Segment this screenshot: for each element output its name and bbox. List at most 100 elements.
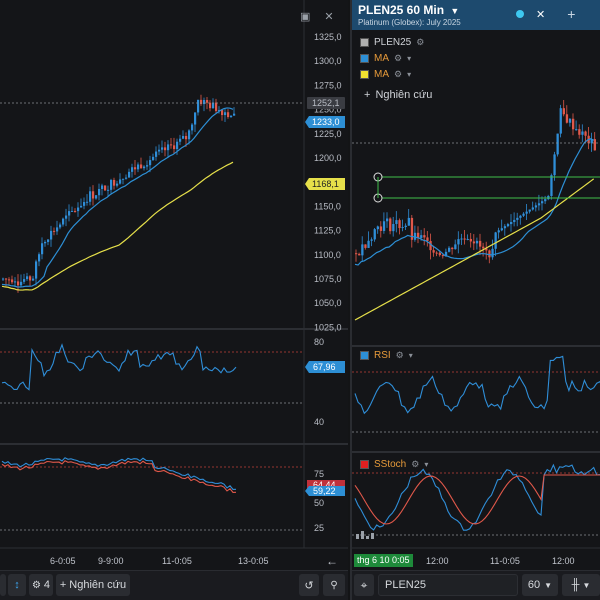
left-candle-body [206,100,209,103]
chart-title[interactable]: PLEN25 60 Min ▼ [358,3,459,17]
cursor-time-label: thg 6 10 0:05 [354,554,413,567]
right-candle-body [429,240,432,251]
reset-button[interactable]: ↺ [299,574,319,596]
right-candle-body [463,238,466,240]
stoch-swatch [360,459,369,469]
stoch-legend[interactable]: SStoch ⚙ ▾ [360,457,428,471]
legend-item-ma-slow[interactable]: MA ⚙ ▾ [360,67,411,81]
right-candle-body [506,224,510,227]
close-icon[interactable]: ✕ [536,8,546,21]
symbol-field[interactable]: PLEN25 [378,574,518,596]
horizontal-line-drawing-2[interactable] [373,193,600,203]
chevron-down-icon[interactable]: ▾ [424,459,429,469]
right-time-label-3: 12:00 [552,556,575,566]
left-candle-body [182,136,185,139]
chevron-down-icon[interactable]: ▾ [407,53,412,63]
legend-swatch-plen25 [360,37,369,47]
right-candle-body [565,114,569,123]
left-candle-body [137,164,140,170]
right-chart-pane: 12:00 11-0:05 12:00 thg 6 10 0:05 PLEN25… [350,0,600,600]
right-candle-body [485,248,488,251]
right-candle-body [355,253,358,255]
right-candle-body [444,251,448,256]
right-candle-body [590,139,593,144]
research-button[interactable]: + Nghiên cứu [56,574,130,596]
vertical-arrows-icon: ↕ [14,579,20,591]
left-candle-body [26,276,29,280]
vertical-scale-button[interactable]: ↕ [8,574,26,596]
left-stoch-k-tag: 64,44 [307,480,345,490]
legend-item-plen25[interactable]: PLEN25 ⚙ [360,35,424,49]
left-chart-plot[interactable]: 1325,01300,01275,01250,01225,01200,01175… [0,0,348,568]
right-candle-body [395,220,398,225]
right-candle-body [420,235,423,238]
left-edge-button[interactable] [0,574,6,596]
left-candle-body [146,165,149,167]
close-icon[interactable]: ✕ [324,11,334,23]
left-stoch-k-text: 64,44 [313,480,336,490]
gear-icon[interactable]: ⚙ [411,458,420,469]
plus-icon: + [364,89,371,101]
left-candle-body [188,130,191,140]
left-candle-body [164,147,167,151]
left-candle-body [152,156,155,161]
link-dot-icon[interactable] [516,10,524,18]
right-candle-body [562,108,565,115]
right-time-label-2: 11-0:05 [490,556,520,566]
left-candle-body [50,230,53,240]
rsi-swatch [360,350,369,360]
chevron-down-icon[interactable]: ▾ [407,69,412,79]
restore-icon[interactable]: ▣ [300,11,311,23]
right-title-bar[interactable]: PLEN25 60 Min ▼ Platinum (Globex): July … [352,0,600,30]
right-candle-body [556,133,559,155]
right-research-button[interactable]: + Nghiên cứu [364,88,432,102]
left-candle-body [185,136,188,140]
left-rsi-value-text: 67,96 [313,362,336,372]
left-stoch-d-line [1,460,237,493]
left-candle-body [80,205,83,208]
horizontal-line-drawing-1[interactable] [373,172,600,182]
left-candle-body [221,110,224,116]
indicators-button[interactable]: ⚙ 4 [29,574,53,596]
gear-icon[interactable]: ⚙ [394,52,403,63]
right-candle-body [438,252,441,256]
right-candle-body [500,228,503,231]
left-rsi-tick-40: 40 [314,417,324,427]
left-scroll-back-arrow[interactable]: ← [326,554,338,568]
chart-type-select[interactable]: ╫ ▼ [562,574,600,596]
interval-value: 60 [527,579,541,591]
left-price-tick: 1075,0 [314,274,342,284]
left-candle-body [83,202,86,206]
chart-thumbnail-icon[interactable] [356,531,374,539]
left-date-label-4: 13-0:05 [238,556,269,566]
add-chart-icon[interactable]: + [567,6,576,22]
right-candle-body [386,218,389,222]
left-candle-body [17,281,20,286]
right-candle-body [389,218,392,232]
left-candle-body [128,171,131,178]
left-ma-fast-tag: 1233,0 [305,116,345,128]
left-candle-body [44,241,47,244]
right-candle-body [401,227,404,229]
symbol-value: PLEN25 [385,579,426,591]
crosshair-button[interactable]: ⌖ [354,574,374,596]
gear-icon[interactable]: ⚙ [416,36,425,47]
left-chart-svg[interactable]: 1325,01300,01275,01250,01225,01200,01175… [0,0,348,568]
left-price-tick: 1300,0 [314,56,342,66]
legend-item-ma-fast[interactable]: MA ⚙ ▾ [360,51,411,65]
right-candle-body [488,250,491,258]
chevron-down-icon[interactable]: ▾ [408,350,413,360]
right-candle-body [522,213,525,216]
rsi-legend[interactable]: RSI ⚙ ▾ [360,348,413,362]
right-candle-body [392,224,395,232]
left-candle-body [98,189,101,196]
left-candle-body [89,191,92,202]
gear-icon[interactable]: ⚙ [394,68,403,79]
zoom-button[interactable]: ⚲ [323,574,345,596]
interval-select[interactable]: 60 ▼ [522,574,558,596]
left-candle-body [131,167,134,172]
right-stoch-k-line [354,463,600,531]
right-candle-body [432,250,435,253]
gear-icon[interactable]: ⚙ [395,349,404,360]
right-chart-svg[interactable]: 12:00 11-0:05 12:00 [352,0,600,570]
